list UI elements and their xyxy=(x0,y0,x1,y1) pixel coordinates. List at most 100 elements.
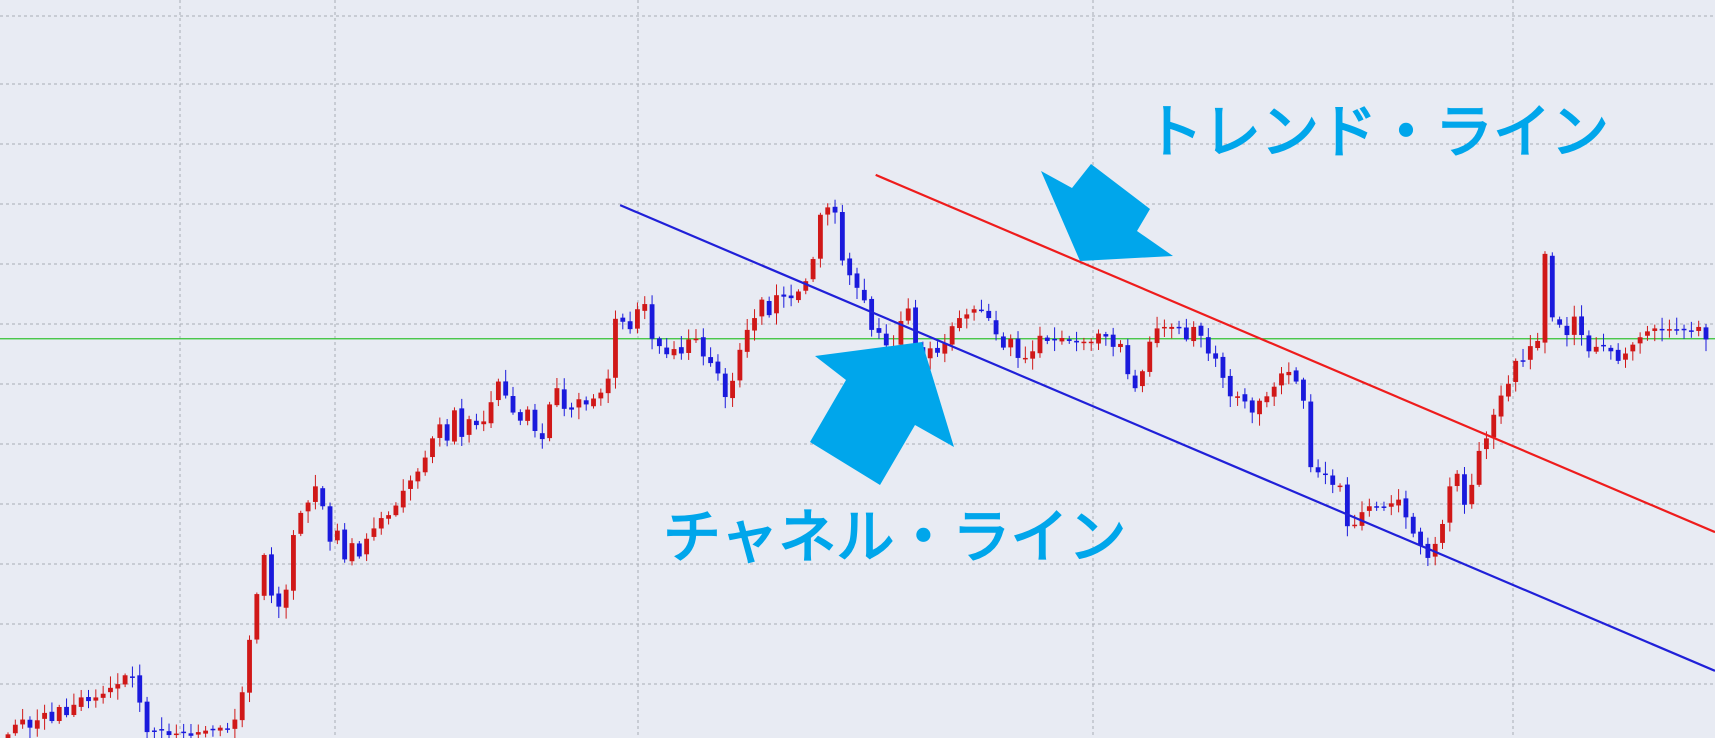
candle xyxy=(393,502,399,517)
candle xyxy=(378,511,384,535)
candle-body xyxy=(210,728,216,731)
candle xyxy=(452,407,457,445)
candle-body xyxy=(1623,353,1628,360)
candle xyxy=(166,723,172,738)
candle-body xyxy=(1498,395,1504,417)
candle-body xyxy=(627,321,633,330)
candle-body xyxy=(1696,326,1702,331)
candle xyxy=(1161,319,1167,337)
candle xyxy=(1366,498,1372,517)
candle-body xyxy=(42,712,48,719)
candle xyxy=(1652,324,1658,342)
candle-body xyxy=(591,398,596,407)
candle xyxy=(151,727,157,738)
candle-body xyxy=(349,543,355,562)
candle-body xyxy=(539,433,545,440)
candle-body xyxy=(1103,334,1109,337)
candle-body xyxy=(869,298,875,330)
candle xyxy=(27,716,33,738)
candle-body xyxy=(942,343,948,354)
candle-body xyxy=(986,310,992,319)
candle xyxy=(1110,327,1116,357)
candle-body xyxy=(93,697,99,701)
candle-body xyxy=(261,554,267,596)
candle xyxy=(1081,337,1087,351)
candle xyxy=(1535,332,1541,351)
candle-body xyxy=(1140,371,1145,387)
candle-body xyxy=(1432,543,1438,557)
candle-body xyxy=(847,258,853,276)
candle-body xyxy=(269,554,274,596)
candle xyxy=(473,413,479,430)
candle xyxy=(298,510,304,537)
candle-body xyxy=(1527,346,1533,360)
candle xyxy=(1279,366,1284,395)
candle xyxy=(1586,330,1592,358)
candle xyxy=(356,540,362,559)
candle-body xyxy=(927,348,933,359)
candle xyxy=(693,329,699,343)
candle xyxy=(1527,335,1533,370)
candle xyxy=(1191,321,1197,347)
candle-body xyxy=(1249,400,1255,413)
candle xyxy=(1096,329,1101,350)
candle-body xyxy=(1359,512,1365,526)
candle-body xyxy=(781,294,787,297)
candle-body xyxy=(744,329,750,352)
candle xyxy=(276,586,282,619)
candle xyxy=(979,299,984,313)
candle-body xyxy=(1066,339,1072,341)
candle xyxy=(905,298,911,325)
candle-body xyxy=(130,676,135,678)
candle-body xyxy=(905,308,911,321)
candle xyxy=(861,278,867,304)
candle xyxy=(327,502,333,551)
candle xyxy=(1052,327,1058,352)
candle-body xyxy=(1381,506,1387,508)
candle xyxy=(1000,332,1006,351)
candle-body xyxy=(1410,516,1416,534)
candle-body xyxy=(430,438,435,458)
candle-body xyxy=(656,338,662,347)
candle xyxy=(1235,391,1241,406)
candle-body xyxy=(1454,473,1460,487)
candle xyxy=(1696,320,1702,337)
candle-body xyxy=(1425,543,1431,558)
candle xyxy=(1154,316,1160,348)
candle xyxy=(210,725,216,737)
candle xyxy=(1447,477,1453,532)
candle xyxy=(1286,362,1292,385)
candle xyxy=(1242,388,1248,409)
candle-body xyxy=(979,309,984,312)
candle xyxy=(744,318,750,358)
candle xyxy=(854,267,860,300)
candle-body xyxy=(1403,498,1409,518)
candle xyxy=(1608,345,1614,360)
candle-body xyxy=(898,321,904,345)
candle xyxy=(1315,459,1321,478)
candle-body xyxy=(1169,326,1175,329)
candle xyxy=(759,297,765,325)
candle xyxy=(1140,369,1145,393)
candle xyxy=(1074,331,1079,352)
candle xyxy=(1557,316,1563,328)
candle-body xyxy=(137,675,143,703)
candle xyxy=(869,296,875,337)
candle-body xyxy=(883,333,889,346)
candle xyxy=(430,436,435,464)
candle-body xyxy=(466,419,472,435)
candle-body xyxy=(1520,360,1526,362)
candle-body xyxy=(1110,334,1116,347)
candle xyxy=(1022,346,1028,364)
candle-body xyxy=(722,373,728,398)
candle xyxy=(591,394,596,409)
candle-body xyxy=(613,318,618,378)
candle-body xyxy=(1645,331,1650,336)
candle xyxy=(642,296,648,320)
candle-body xyxy=(1637,337,1643,344)
candle-body xyxy=(1176,326,1182,329)
candle xyxy=(481,410,487,432)
candle-body xyxy=(1418,531,1423,546)
candle xyxy=(1630,342,1636,361)
candle-body xyxy=(1652,328,1658,331)
